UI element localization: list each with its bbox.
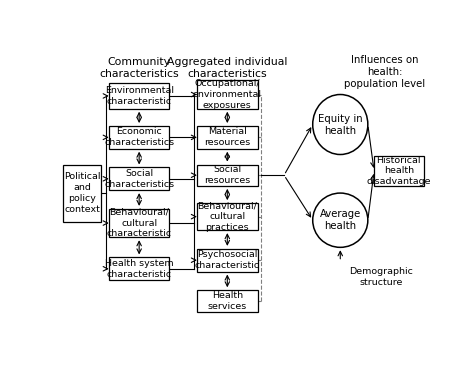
FancyBboxPatch shape bbox=[197, 80, 258, 109]
Text: Equity in
health: Equity in health bbox=[318, 114, 363, 135]
FancyBboxPatch shape bbox=[109, 167, 170, 190]
FancyBboxPatch shape bbox=[197, 126, 258, 149]
Ellipse shape bbox=[313, 193, 368, 247]
Text: Aggregated individual
characteristics: Aggregated individual characteristics bbox=[167, 58, 288, 79]
FancyBboxPatch shape bbox=[109, 257, 170, 280]
Text: Political
and
policy
context: Political and policy context bbox=[64, 173, 100, 214]
FancyBboxPatch shape bbox=[374, 156, 424, 186]
FancyBboxPatch shape bbox=[109, 209, 170, 237]
Text: Material
resources: Material resources bbox=[204, 128, 250, 147]
Text: Average
health: Average health bbox=[319, 209, 361, 231]
FancyBboxPatch shape bbox=[197, 249, 258, 272]
Ellipse shape bbox=[313, 95, 368, 154]
FancyBboxPatch shape bbox=[197, 203, 258, 230]
Text: Health system
characteristic: Health system characteristic bbox=[105, 259, 173, 279]
Text: Social
resources: Social resources bbox=[204, 165, 250, 185]
FancyBboxPatch shape bbox=[197, 164, 258, 186]
Text: Health
services: Health services bbox=[208, 291, 247, 311]
FancyBboxPatch shape bbox=[63, 164, 101, 221]
FancyBboxPatch shape bbox=[197, 290, 258, 312]
Text: Social
characteristics: Social characteristics bbox=[104, 169, 174, 189]
Text: Psychosocial
characteristic: Psychosocial characteristic bbox=[195, 250, 260, 270]
Text: Influences on
health:
population level: Influences on health: population level bbox=[344, 55, 425, 89]
Text: Behavioural/
cultural
practices: Behavioural/ cultural practices bbox=[197, 201, 257, 232]
Text: Economic
characteristics: Economic characteristics bbox=[104, 128, 174, 147]
Text: Demographic
structure: Demographic structure bbox=[349, 267, 413, 287]
Text: Historical
health
disadvantage: Historical health disadvantage bbox=[366, 156, 431, 186]
Text: Environmental
characteristic: Environmental characteristic bbox=[105, 86, 173, 106]
FancyBboxPatch shape bbox=[109, 126, 170, 149]
FancyBboxPatch shape bbox=[109, 83, 170, 109]
Text: Community
characteristics: Community characteristics bbox=[100, 58, 179, 79]
Text: Behavioural/
cultural
characteristic: Behavioural/ cultural characteristic bbox=[107, 208, 172, 238]
Text: Occupational/
environmental
exposures: Occupational/ environmental exposures bbox=[193, 79, 262, 110]
